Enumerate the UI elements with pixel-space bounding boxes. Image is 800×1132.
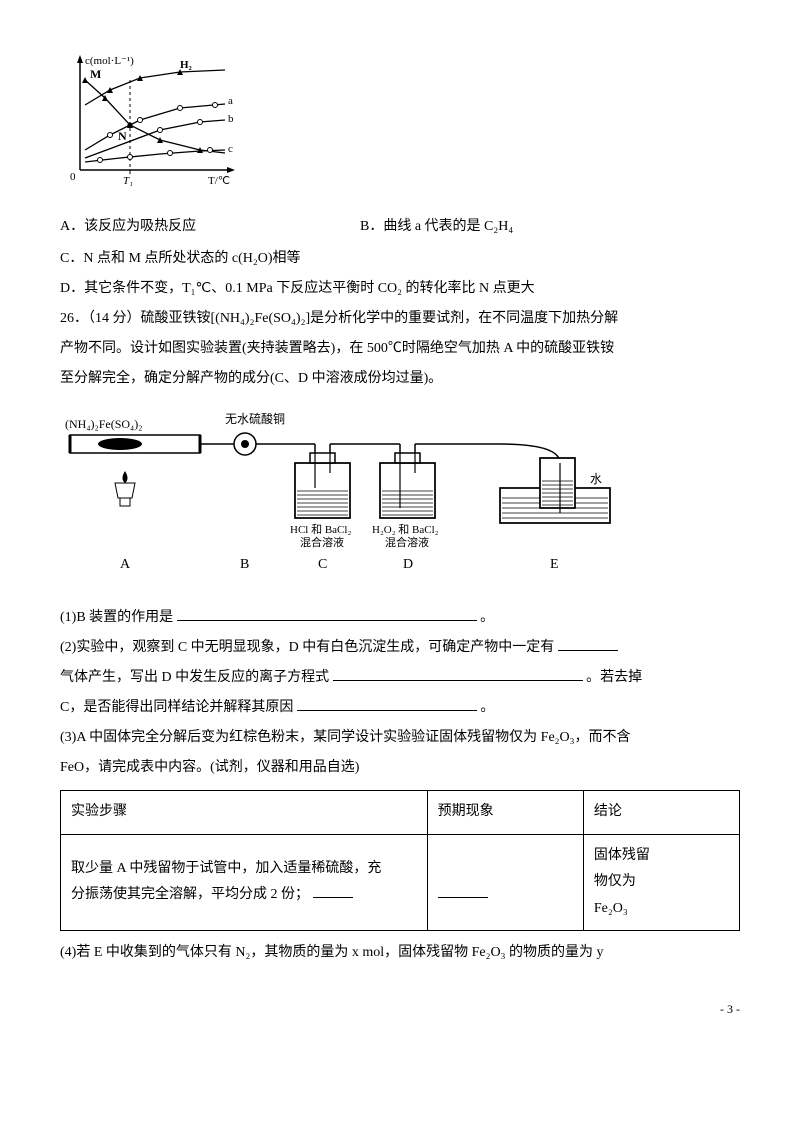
letter-c: C xyxy=(318,557,327,572)
table-header-1: 实验步骤 xyxy=(61,791,428,835)
bottle-c xyxy=(295,453,350,518)
subq-4: (4)若 E 中收集到的气体只有 N₂，其物质的量为 x mol，固体残留物 F… xyxy=(60,939,740,967)
page-number: - 3 - xyxy=(60,997,740,1021)
table-header-3: 结论 xyxy=(583,791,739,835)
q26-stem-1: 26．（14 分）硫酸亚铁铵[(NH₄)₂Fe(SO₄)₂]是分析化学中的重要试… xyxy=(60,305,740,333)
table-step-b: 分振荡使其完全溶解，平均分成 2 份； xyxy=(71,887,309,902)
bottle-d-label1: H₂O₂ 和 BaCl₂ xyxy=(372,523,439,536)
bottle-d xyxy=(380,453,435,518)
svg-text:0: 0 xyxy=(70,171,76,183)
table-header-2: 预期现象 xyxy=(427,791,583,835)
subq-1-end: 。 xyxy=(480,610,494,625)
subq-2c: 。若去掉 xyxy=(586,670,642,685)
table-cell-step: 取少量 A 中残留物于试管中，加入适量稀硫酸，充 分振荡使其完全溶解，平均分成 … xyxy=(61,834,428,931)
letter-e: E xyxy=(550,557,559,572)
chart-svg: 0 c(mol·L⁻¹) T/℃ T₁ M H₂ a b xyxy=(60,50,240,190)
table-row: 取少量 A 中残留物于试管中，加入适量稀硫酸，充 分振荡使其完全溶解，平均分成 … xyxy=(61,834,740,931)
letter-d: D xyxy=(403,557,413,572)
blank-table-2[interactable] xyxy=(438,883,488,898)
x-axis-label: T/℃ xyxy=(208,175,230,187)
q26-stem-2: 产物不同。设计如图实验装置(夹持装置略去)，在 500℃时隔绝空气加热 A 中的… xyxy=(60,335,740,363)
bottle-d-label2: 混合溶液 xyxy=(385,535,429,549)
table-row: 实验步骤 预期现象 结论 xyxy=(61,791,740,835)
subq-1-text: (1)B 装置的作用是 xyxy=(60,610,173,625)
letter-a: A xyxy=(120,557,131,572)
bottle-c-label1: HCl 和 BaCl₂ xyxy=(290,523,351,536)
y-axis-label: c(mol·L⁻¹) xyxy=(85,55,134,67)
blank-2b[interactable] xyxy=(333,666,583,681)
option-d: D．其它条件不变，T₁℃、0.1 MPa 下反应达平衡时 CO₂ 的转化率比 N… xyxy=(60,275,740,303)
table-conc-b: 物仅为 xyxy=(594,874,636,889)
bottle-c-label2: 混合溶液 xyxy=(300,535,344,549)
apparatus-svg: (NH₄)₂Fe(SO₄)₂ 无水硫酸铜 xyxy=(60,403,620,583)
x-tick-t1: T₁ xyxy=(123,175,133,187)
trough-e-label: 水 xyxy=(590,472,602,486)
subq-2e: 。 xyxy=(480,700,494,715)
concentration-chart: 0 c(mol·L⁻¹) T/℃ T₁ M H₂ a b xyxy=(60,50,740,211)
subq-2-line2: 气体产生，写出 D 中发生反应的离子方程式 。若去掉 xyxy=(60,664,740,692)
options-row-ab: A．该反应为吸热反应 B．曲线 a 代表的是 C₂H₄ xyxy=(60,211,740,243)
table-conc-a: 固体残留 xyxy=(594,848,650,863)
apparatus-left-label: (NH₄)₂Fe(SO₄)₂ xyxy=(65,417,142,431)
curve-b-label: b xyxy=(228,113,234,125)
q26-stem-3: 至分解完全，确定分解产物的成分(C、D 中溶液成份均过量)。 xyxy=(60,365,740,393)
subq-2-line3: C，是否能得出同样结论并解释其原因 。 xyxy=(60,694,740,722)
experiment-table: 实验步骤 预期现象 结论 取少量 A 中残留物于试管中，加入适量稀硫酸，充 分振… xyxy=(60,790,740,931)
curve-h2-label: H₂ xyxy=(180,59,193,71)
blank-1[interactable] xyxy=(177,606,477,621)
option-a: A．该反应为吸热反应 xyxy=(60,213,360,241)
apparatus-diagram: (NH₄)₂Fe(SO₄)₂ 无水硫酸铜 xyxy=(60,395,740,602)
curve-c-label: c xyxy=(228,143,233,155)
table-step-a: 取少量 A 中残留物于试管中，加入适量稀硫酸，充 xyxy=(71,861,381,876)
option-c: C．N 点和 M 点所处状态的 c(H₂O)相等 xyxy=(60,245,740,273)
subq-2a: (2)实验中，观察到 C 中无明显现象，D 中有白色沉淀生成，可确定产物中一定有 xyxy=(60,640,554,655)
subq-2d: C，是否能得出同样结论并解释其原因 xyxy=(60,700,293,715)
table-conc-c: Fe₂O₃ xyxy=(594,901,628,916)
subq-1: (1)B 装置的作用是 。 xyxy=(60,604,740,632)
blank-2a[interactable] xyxy=(558,636,618,651)
subq-2-line1: (2)实验中，观察到 C 中无明显现象，D 中有白色沉淀生成，可确定产物中一定有 xyxy=(60,634,740,662)
table-cell-conclusion: 固体残留 物仅为 Fe₂O₃ xyxy=(583,834,739,931)
curve-m-label: M xyxy=(90,67,101,81)
subq-3-line1: (3)A 中固体完全分解后变为红棕色粉末，某同学设计实验验证固体残留物仅为 Fe… xyxy=(60,724,740,752)
blank-table-1[interactable] xyxy=(313,883,353,898)
blank-2c[interactable] xyxy=(297,696,477,711)
apparatus-b-label: 无水硫酸铜 xyxy=(225,411,285,426)
letter-b: B xyxy=(240,557,249,572)
curve-n-label: N xyxy=(118,129,127,143)
curve-a-label: a xyxy=(228,95,233,107)
subq-2b: 气体产生，写出 D 中发生反应的离子方程式 xyxy=(60,670,329,685)
subq-3-line2: FeO，请完成表中内容。(试剂，仪器和用品自选) xyxy=(60,754,740,782)
option-b: B．曲线 a 代表的是 C₂H₄ xyxy=(360,213,740,241)
table-cell-phenomenon xyxy=(427,834,583,931)
trough-e xyxy=(500,458,610,523)
